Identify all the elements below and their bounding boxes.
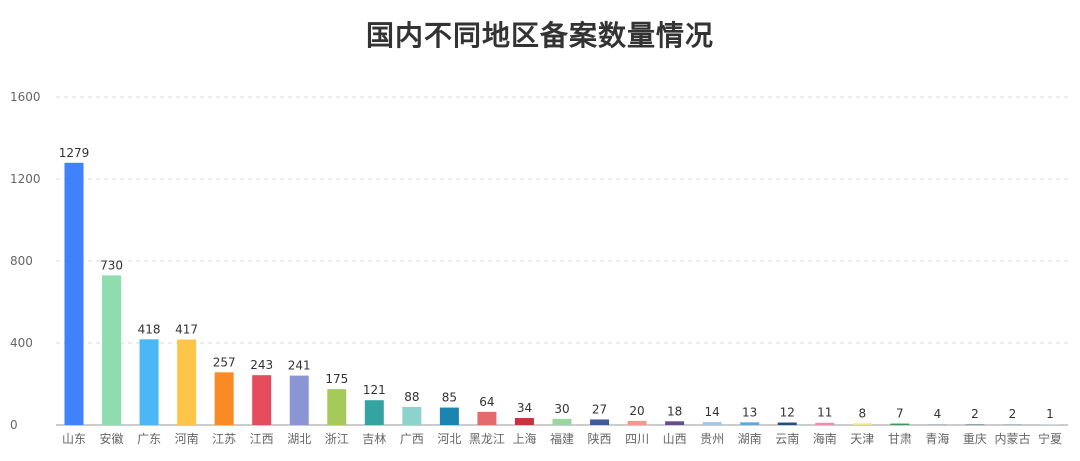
x-tick-label: 吉林 [362,432,386,446]
x-tick-label: 陕西 [588,431,612,446]
bar [552,418,572,425]
data-label: 12 [780,406,795,420]
bar [665,421,685,425]
bar [627,420,647,425]
data-label: 243 [250,358,273,372]
bar [252,375,272,425]
data-label: 14 [705,405,720,419]
data-label: 34 [517,401,532,415]
x-tick-label: 浙江 [325,432,349,446]
x-tick-label: 河北 [437,432,461,446]
data-label: 13 [742,405,757,419]
bar [740,422,760,425]
data-label: 30 [554,402,569,416]
x-tick-label: 贵州 [700,432,724,446]
data-label: 241 [288,359,311,373]
x-tick-label: 江苏 [212,432,236,446]
x-tick-label: 安徽 [100,431,124,446]
x-tick-label: 黑龙江 [469,432,505,446]
x-tick-label: 江西 [250,432,274,446]
data-label: 20 [629,404,644,418]
data-label: 64 [479,395,494,409]
bar [139,339,159,425]
bar [927,424,947,425]
bar [327,389,347,425]
bar [402,406,422,425]
x-tick-label: 山西 [663,432,687,446]
x-tick-label: 福建 [550,431,574,446]
bar [177,339,197,425]
data-label: 730 [100,258,123,272]
x-tick-label: 甘肃 [888,432,912,446]
data-label: 418 [138,322,161,336]
data-label: 175 [325,372,348,386]
bar [102,275,122,425]
x-tick-label: 湖南 [738,431,762,446]
bar [477,411,497,425]
x-tick-label: 天津 [850,432,874,446]
x-tick-label: 山东 [62,432,86,446]
data-label: 85 [442,391,457,405]
data-label: 7 [896,407,904,421]
x-tick-label: 海南 [813,431,837,446]
data-label: 2 [1009,407,1017,421]
bar [64,162,84,425]
x-tick-label: 上海 [512,431,536,446]
x-tick-label: 青海 [925,431,949,446]
bar [514,418,534,425]
bar [590,419,610,425]
data-label: 8 [858,406,866,420]
data-label: 2 [971,407,979,421]
data-label: 27 [592,402,607,416]
x-tick-label: 河南 [175,431,199,446]
x-tick-label: 广东 [137,432,161,446]
data-label: 88 [404,390,419,404]
bar [214,372,234,425]
bar [965,424,985,425]
bar [364,400,384,425]
x-tick-label: 宁夏 [1038,431,1062,446]
bar [702,422,722,425]
x-tick-label: 云南 [775,431,799,446]
data-label: 18 [667,404,682,418]
bar [1040,424,1060,425]
bar [815,422,835,425]
bar [1002,424,1022,425]
y-tick-label: 800 [10,254,33,268]
x-tick-label: 湖北 [287,431,311,446]
bar [777,422,797,425]
x-tick-label: 广西 [400,432,424,446]
chart-title: 国内不同地区备案数量情况 [365,19,714,52]
data-label: 121 [363,383,386,397]
x-tick-label: 重庆 [963,432,987,446]
data-label: 417 [175,323,198,337]
bar [289,375,309,425]
data-label: 11 [817,406,832,420]
x-tick-label: 四川 [625,432,649,446]
data-label: 4 [934,407,942,421]
bar [890,423,910,425]
y-tick-label: 400 [10,336,33,350]
y-tick-label: 0 [10,418,18,432]
bar [439,407,459,425]
data-label: 257 [213,355,236,369]
bar [852,423,872,425]
x-tick-label: 内蒙古 [994,431,1030,446]
data-label: 1279 [59,146,90,160]
y-tick-label: 1200 [10,172,41,186]
y-tick-label: 1600 [10,90,41,104]
data-label: 1 [1046,407,1054,421]
